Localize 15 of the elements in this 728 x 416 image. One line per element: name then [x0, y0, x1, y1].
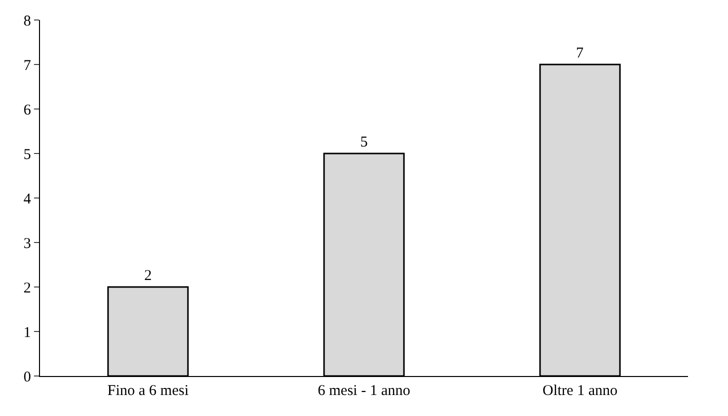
y-tick-label: 7	[24, 58, 32, 74]
y-tick-label: 4	[24, 191, 32, 208]
y-tick-label: 5	[24, 146, 31, 163]
data-label: 5	[360, 134, 368, 150]
y-tick-label: 8	[24, 13, 31, 30]
y-tick-label: 6	[24, 102, 32, 118]
y-tick-label: 3	[24, 236, 31, 252]
x-tick-label: Oltre 1 anno	[542, 383, 618, 399]
y-tick-label: 0	[24, 369, 31, 386]
x-tick-label: 6 mesi - 1 anno	[318, 383, 410, 399]
y-tick-label: 2	[24, 280, 31, 296]
data-label: 2	[144, 268, 152, 284]
x-tick-label: Fino a 6 mesi	[107, 383, 189, 399]
y-tick-label: 1	[24, 324, 31, 341]
data-label: 7	[576, 46, 584, 62]
